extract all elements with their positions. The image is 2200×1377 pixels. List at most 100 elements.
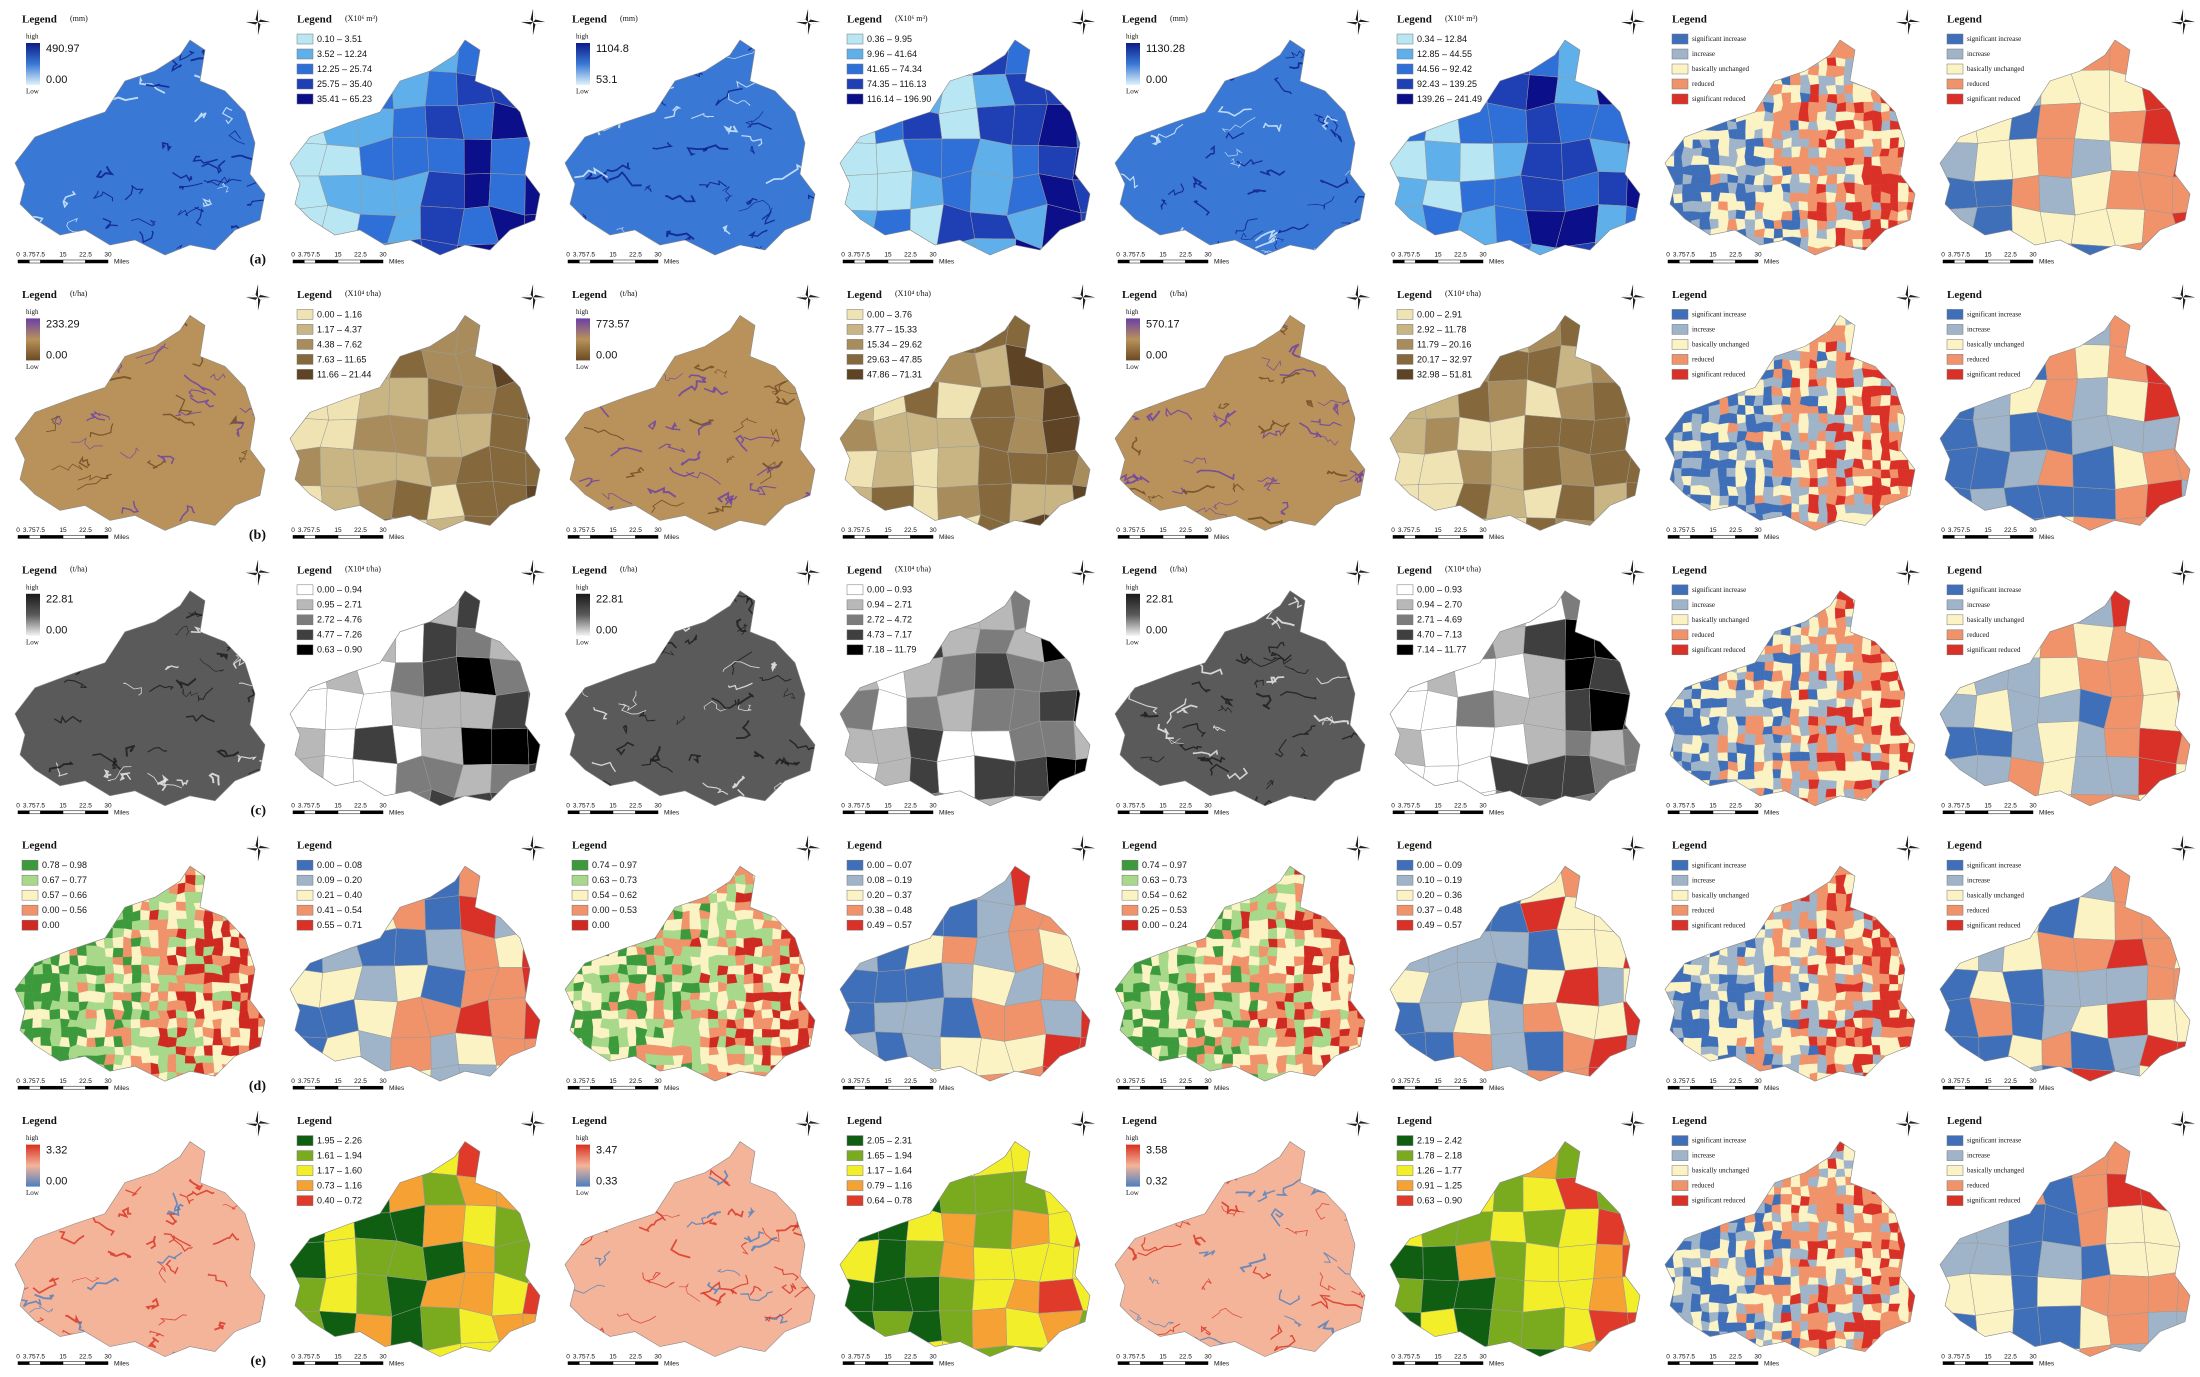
legend-swatch — [1946, 629, 1964, 641]
raster-cell — [203, 866, 214, 877]
scale-label: 7.5 — [36, 252, 45, 259]
district — [1972, 378, 2012, 421]
raster-cell — [1879, 734, 1892, 746]
scale-segment — [360, 810, 384, 815]
district — [323, 381, 363, 421]
district — [1043, 72, 1079, 106]
stream — [1154, 123, 1184, 142]
district — [324, 728, 356, 760]
raster-cell — [67, 918, 80, 931]
stream — [83, 593, 92, 607]
raster-cell — [1744, 191, 1757, 203]
raster-cell — [1763, 421, 1774, 433]
raster-cell — [1754, 210, 1764, 220]
district — [1045, 756, 1077, 801]
raster-cell — [1825, 359, 1837, 369]
district — [1522, 517, 1558, 531]
raster-cell — [1719, 386, 1730, 399]
stream — [747, 122, 772, 130]
stream — [251, 713, 265, 721]
raster-cell — [1916, 654, 1926, 663]
raster-cell — [1754, 770, 1765, 781]
raster-cell — [148, 882, 160, 894]
raster-cell — [1843, 66, 1856, 76]
raster-cell — [1906, 797, 1915, 806]
stream — [188, 610, 202, 618]
raster-cell — [1879, 805, 1891, 806]
district — [463, 139, 492, 175]
district — [290, 726, 326, 762]
raster-cell — [1916, 504, 1926, 514]
raster-cell — [1845, 531, 1855, 540]
scale-unit: Miles — [1764, 810, 1780, 817]
raster-cell — [1701, 201, 1712, 213]
district — [2105, 516, 2146, 531]
district — [491, 728, 530, 765]
scale-segment — [1942, 535, 1955, 539]
stream — [51, 463, 83, 471]
legend-unit: (t/ha) — [70, 565, 88, 574]
raster-cell — [1699, 218, 1712, 231]
map-fill — [1115, 590, 1365, 806]
raster-cell — [76, 973, 88, 983]
stream — [92, 753, 117, 770]
raster-cell — [31, 991, 43, 1002]
raster-cell — [1825, 173, 1838, 185]
district — [494, 272, 528, 312]
raster-cell — [1764, 645, 1774, 655]
scale-label: 30 — [929, 803, 937, 810]
stream — [643, 522, 653, 531]
raster-cell — [230, 1055, 240, 1066]
legend-swatch — [1396, 93, 1414, 105]
district — [2002, 73, 2042, 110]
raster-cell — [167, 1063, 177, 1073]
raster-cell — [168, 910, 177, 920]
district — [1459, 143, 1496, 183]
district — [491, 102, 533, 140]
stream — [89, 423, 114, 438]
stream — [1307, 196, 1335, 210]
raster-cell — [1818, 807, 1829, 816]
district — [976, 826, 1012, 863]
raster-cell — [1700, 789, 1710, 799]
scale-unit: Miles — [1489, 259, 1505, 266]
stream — [647, 420, 657, 431]
raster-cell — [1735, 128, 1746, 140]
district — [2108, 69, 2147, 114]
district — [975, 273, 1014, 312]
district — [424, 70, 458, 107]
scale-segment — [579, 259, 591, 264]
raster-cell — [31, 937, 43, 949]
legend-max: 22.81 — [46, 594, 74, 606]
raster-cell — [1807, 406, 1819, 414]
stream — [121, 500, 140, 514]
stream — [575, 384, 601, 410]
raster-cell — [1880, 616, 1891, 628]
scale-label: 3.75 — [23, 803, 36, 810]
raster-cell — [121, 883, 134, 895]
raster-cell — [1790, 92, 1802, 104]
legend-label: 44.56 – 92.42 — [1417, 64, 1472, 74]
scale-segment — [612, 535, 636, 539]
scale-label: 22.5 — [1729, 803, 1742, 810]
district — [425, 40, 461, 73]
stream — [1167, 737, 1184, 745]
map-fill — [15, 315, 265, 531]
north-arrow-star — [1346, 284, 1370, 311]
scale-segment — [40, 259, 64, 264]
raster-cell — [1753, 47, 1764, 58]
raster-cell — [1692, 707, 1701, 718]
stream — [66, 217, 78, 233]
raster-cell — [1683, 688, 1693, 700]
raster-cell — [1717, 652, 1729, 665]
raster-cell — [1862, 376, 1874, 388]
district — [390, 690, 425, 730]
district — [456, 40, 495, 79]
raster-cell — [1827, 476, 1837, 488]
scale-label: 22.5 — [79, 252, 92, 259]
raster-cell — [58, 936, 71, 949]
raster-cell — [239, 892, 251, 903]
legend-title: Legend — [297, 14, 332, 26]
raster-cell — [86, 929, 96, 940]
raster-cell — [130, 1071, 142, 1082]
